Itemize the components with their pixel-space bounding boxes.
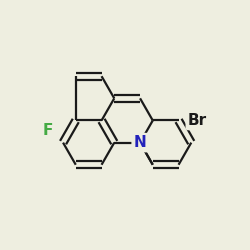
- Text: F: F: [43, 123, 54, 138]
- Text: N: N: [134, 135, 146, 150]
- Text: Br: Br: [188, 113, 207, 128]
